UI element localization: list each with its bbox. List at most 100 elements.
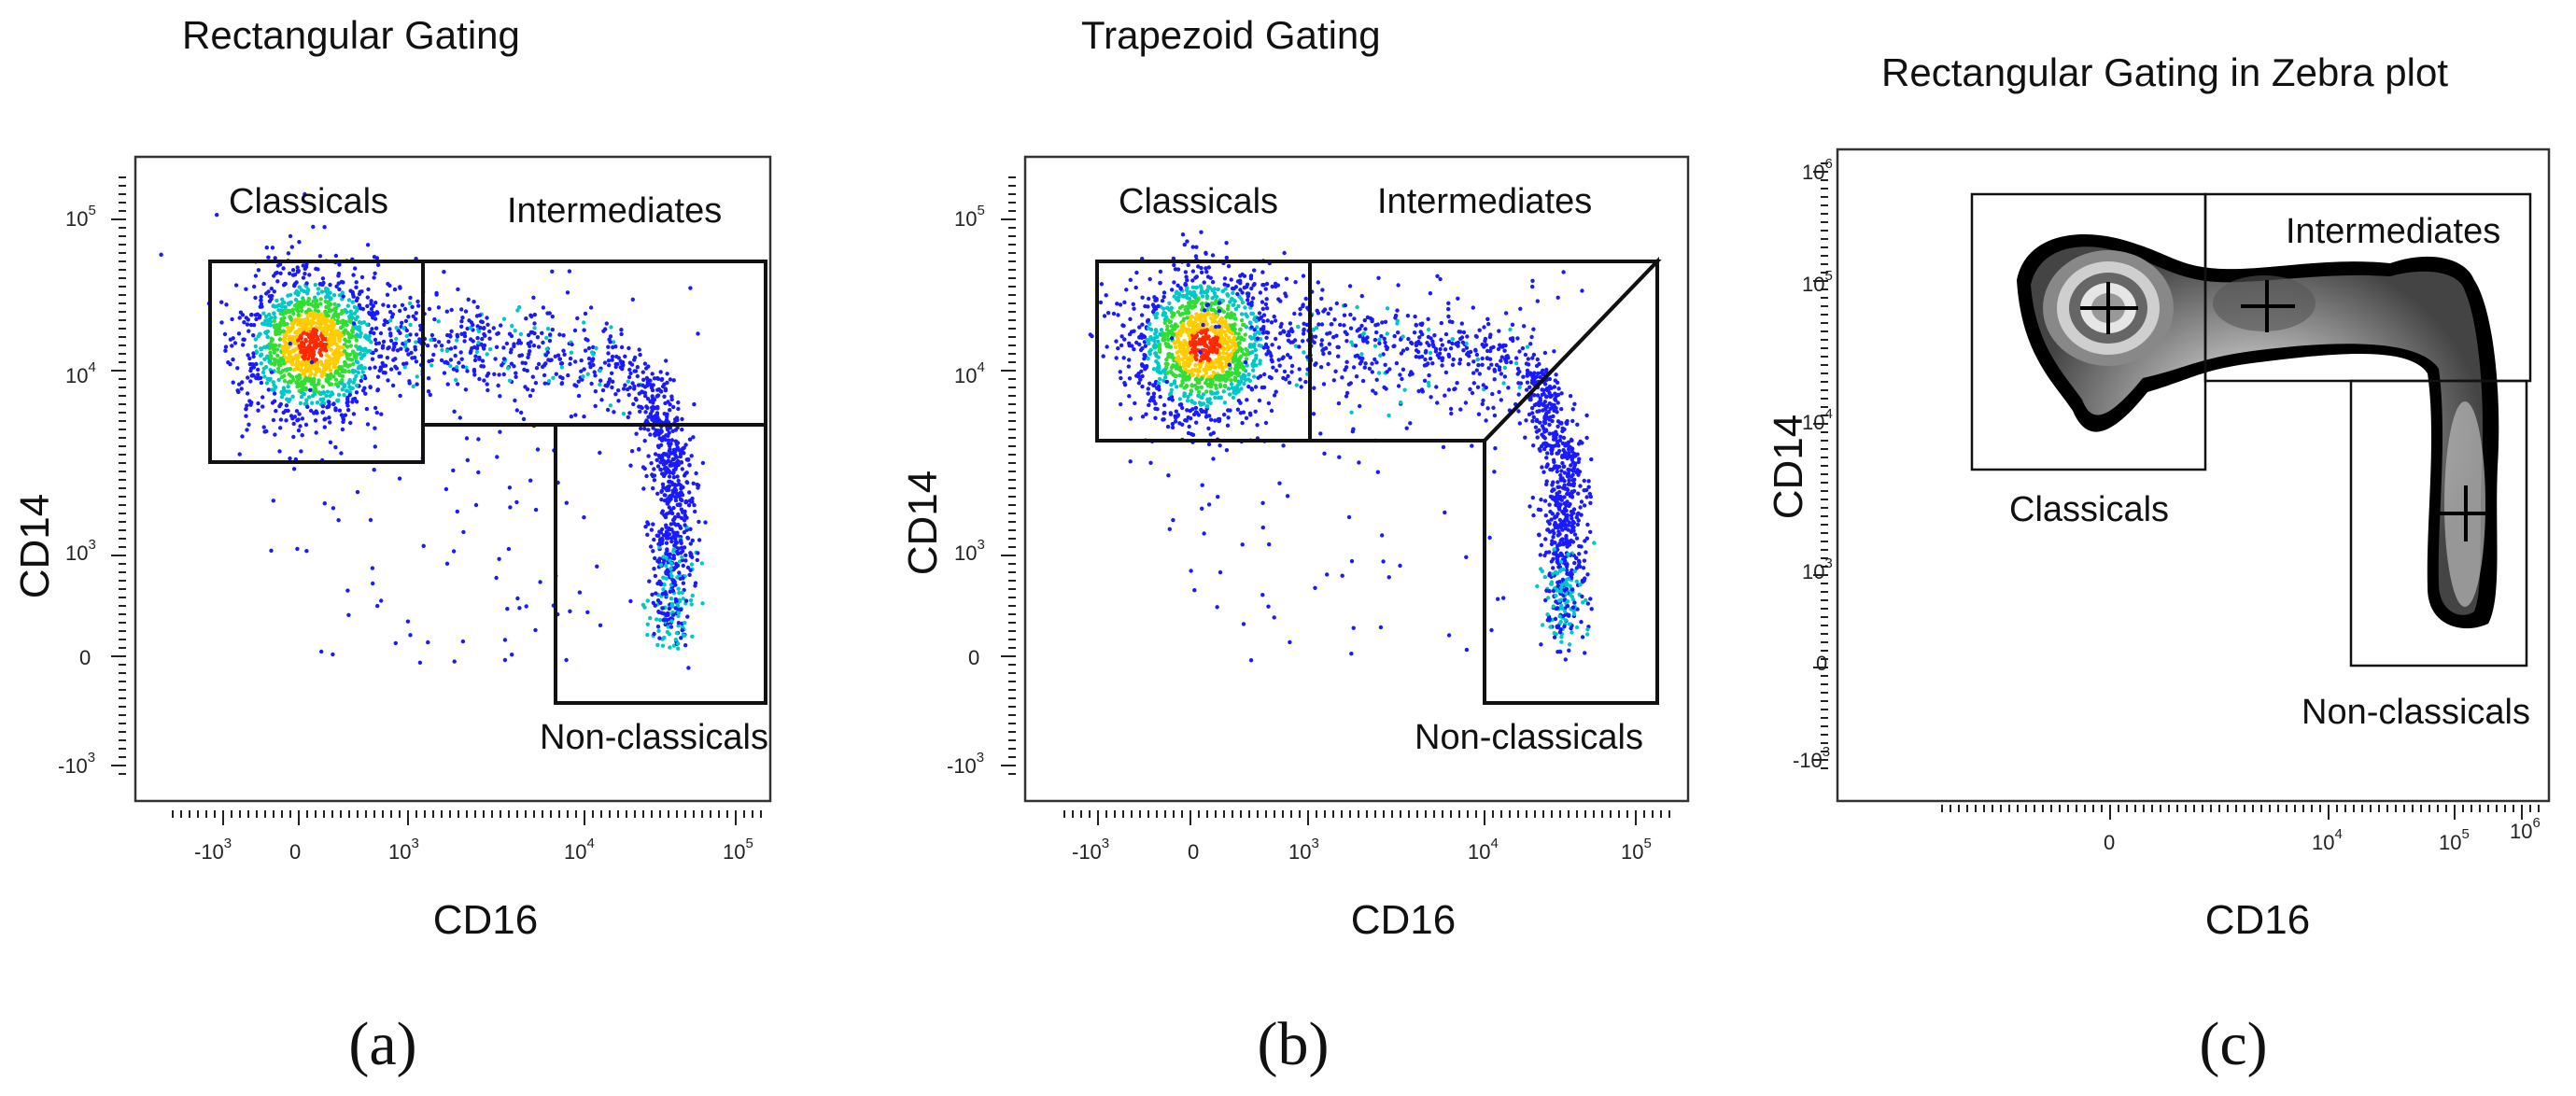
event-dot [661,435,666,440]
event-dot [1376,371,1382,375]
event-dot [480,336,485,342]
event-dot [284,403,289,408]
event-dot [1534,429,1540,434]
event-dot [1380,320,1385,325]
event-dot [1209,391,1214,396]
event-dot [372,275,376,280]
event-dot [1229,382,1234,386]
event-dot [348,344,353,348]
event-dot [505,607,510,611]
event-dot [1430,342,1436,347]
event-dot [608,403,613,408]
event-dot [1222,339,1227,344]
event-dot [588,305,594,310]
event-dot [627,367,632,372]
event-dot [1349,410,1354,415]
event-dot [1400,376,1404,382]
event-dot [1199,230,1204,234]
y-tick-neg1e3: -103 [58,750,95,778]
event-dot [640,405,644,411]
event-dot [528,349,532,354]
event-dot [1235,291,1240,297]
event-dot [462,333,468,339]
event-dot [1182,242,1188,247]
event-dot [290,394,295,399]
event-dot [285,397,289,401]
event-dot [1099,282,1105,287]
event-dot [497,372,501,377]
event-dot [661,555,666,559]
event-dot [664,592,669,597]
event-dot [451,549,457,554]
event-dot [1194,410,1200,415]
event-dot [1249,286,1254,291]
event-dot [635,365,640,370]
event-dot [388,333,393,338]
event-dot [1510,336,1515,341]
event-dot [1301,339,1305,344]
event-dot [1354,374,1359,379]
event-dot [1428,350,1433,356]
event-dot [1253,385,1259,389]
event-dot [351,380,356,385]
event-dot [311,310,316,316]
event-dot [1483,339,1487,344]
event-dot [459,319,464,324]
event-dot [339,319,344,325]
event-dot [1218,362,1222,367]
event-dot [1244,352,1248,358]
event-dot [400,320,404,325]
event-dot [1166,352,1171,357]
event-dot [496,383,500,388]
event-dot [477,313,482,317]
event-dot [1446,339,1452,344]
event-dot [350,327,356,332]
event-dot [611,379,615,384]
event-dot [642,426,647,431]
event-dot [1376,275,1381,280]
event-dot [1502,365,1508,371]
event-dot [324,326,329,330]
event-dot [388,367,394,372]
event-dot [1156,381,1161,386]
event-dot [525,386,530,392]
event-dot [465,326,470,331]
event-dot [1521,374,1526,379]
event-dot [335,329,340,333]
event-dot [1501,381,1506,386]
event-dot [397,476,402,481]
event-dot [383,319,388,324]
event-dot [1146,356,1150,361]
event-dot [1296,324,1301,330]
event-dot [1217,343,1221,347]
event-dot [276,362,281,367]
panel-a-y-tick-marks [111,176,126,775]
event-dot [1363,327,1368,331]
event-dot [669,527,674,532]
event-dot [665,433,669,438]
event-dot [326,344,331,349]
event-dot [682,530,687,535]
event-dot [274,359,279,364]
event-dot [680,627,684,633]
event-dot [586,345,592,351]
event-dot [1164,315,1169,319]
y-tick-1e4: 104 [65,359,96,387]
event-dot [310,400,315,405]
event-dot [1344,339,1349,344]
event-dot [336,392,342,398]
event-dot [627,411,632,415]
event-dot [1172,280,1176,285]
event-dot [1253,409,1258,414]
event-dot [1183,310,1189,316]
event-dot [1319,338,1325,343]
event-dot [425,344,430,348]
event-dot [1292,311,1297,316]
event-dot [1525,344,1530,349]
event-dot [683,443,688,447]
event-dot [639,426,643,431]
event-dot [305,322,310,327]
event-dot [358,328,362,332]
event-dot [244,406,248,412]
event-dot [1161,417,1165,422]
